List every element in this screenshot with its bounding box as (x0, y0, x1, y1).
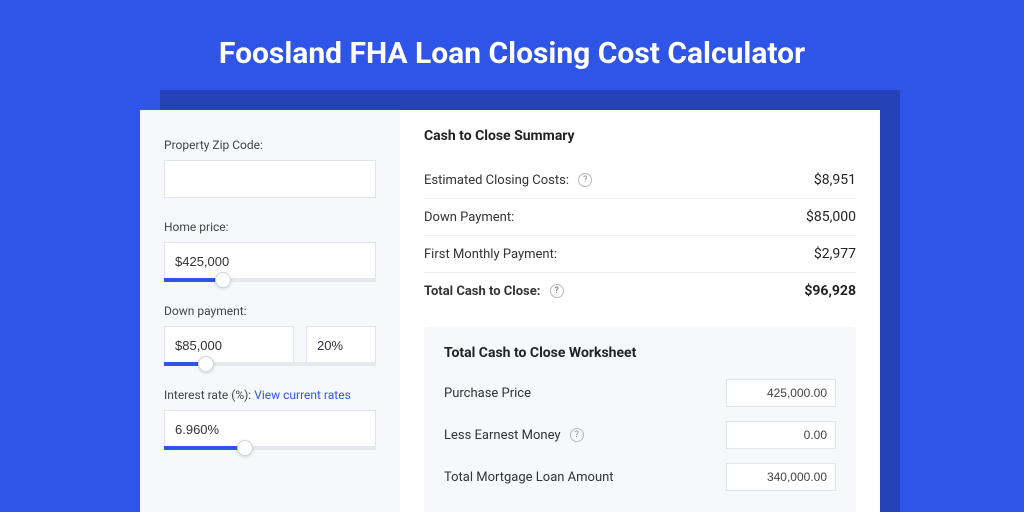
worksheet-row-label: Purchase Price (444, 386, 531, 401)
label-text: Less Earnest Money (444, 428, 561, 443)
summary-row-value: $85,000 (806, 209, 856, 225)
worksheet-row-label: Less Earnest Money ? (444, 428, 584, 443)
home-price-slider[interactable] (164, 278, 376, 282)
down-payment-group: Down payment: (164, 304, 376, 366)
summary-row-label: Down Payment: (424, 210, 514, 225)
help-icon[interactable]: ? (570, 428, 584, 442)
summary-row-label: First Monthly Payment: (424, 247, 557, 262)
summary-row: Down Payment: $85,000 (424, 199, 856, 236)
view-rates-link[interactable]: View current rates (254, 388, 351, 402)
worksheet-row: Total Mortgage Loan Amount (444, 463, 836, 491)
down-payment-input[interactable] (164, 326, 294, 364)
mortgage-amount-input[interactable] (726, 463, 836, 491)
interest-input[interactable] (164, 410, 376, 448)
calculator-card: Property Zip Code: Home price: Down paym… (140, 110, 880, 512)
summary-total-row: Total Cash to Close: ? $96,928 (424, 273, 856, 309)
worksheet-row: Less Earnest Money ? (444, 421, 836, 449)
slider-thumb[interactable] (215, 272, 231, 288)
home-price-group: Home price: (164, 220, 376, 282)
help-icon[interactable]: ? (550, 284, 564, 298)
down-payment-slider[interactable] (164, 362, 376, 366)
summary-heading: Cash to Close Summary (424, 128, 856, 144)
interest-label-text: Interest rate (%): (164, 388, 254, 402)
summary-total-label: Total Cash to Close: ? (424, 284, 564, 299)
help-icon[interactable]: ? (578, 173, 592, 187)
down-payment-label: Down payment: (164, 304, 376, 318)
zip-input[interactable] (164, 160, 376, 198)
worksheet-heading: Total Cash to Close Worksheet (444, 345, 836, 361)
interest-label: Interest rate (%): View current rates (164, 388, 376, 402)
home-price-label: Home price: (164, 220, 376, 234)
zip-label: Property Zip Code: (164, 138, 376, 152)
home-price-input[interactable] (164, 242, 376, 280)
summary-row-value: $2,977 (814, 246, 856, 262)
label-text: Total Cash to Close: (424, 284, 540, 299)
summary-row-value: $8,951 (814, 172, 856, 188)
summary-row: First Monthly Payment: $2,977 (424, 236, 856, 273)
earnest-money-input[interactable] (726, 421, 836, 449)
label-text: Estimated Closing Costs: (424, 173, 569, 188)
worksheet-panel: Total Cash to Close Worksheet Purchase P… (424, 327, 856, 512)
cash-to-close-summary: Cash to Close Summary Estimated Closing … (424, 128, 856, 309)
slider-thumb[interactable] (198, 356, 214, 372)
results-panel: Cash to Close Summary Estimated Closing … (400, 110, 880, 512)
summary-row-label: Estimated Closing Costs: ? (424, 173, 592, 188)
summary-total-value: $96,928 (804, 283, 856, 299)
interest-slider[interactable] (164, 446, 376, 450)
zip-field-group: Property Zip Code: (164, 138, 376, 198)
slider-thumb[interactable] (237, 440, 253, 456)
inputs-panel: Property Zip Code: Home price: Down paym… (140, 110, 400, 512)
page-title: Foosland FHA Loan Closing Cost Calculato… (0, 0, 1024, 71)
worksheet-row: Purchase Price (444, 379, 836, 407)
worksheet-row-label: Total Mortgage Loan Amount (444, 470, 614, 485)
slider-fill (164, 446, 245, 450)
interest-group: Interest rate (%): View current rates (164, 388, 376, 450)
purchase-price-input[interactable] (726, 379, 836, 407)
down-payment-pct-input[interactable] (306, 326, 376, 364)
summary-row: Estimated Closing Costs: ? $8,951 (424, 162, 856, 199)
